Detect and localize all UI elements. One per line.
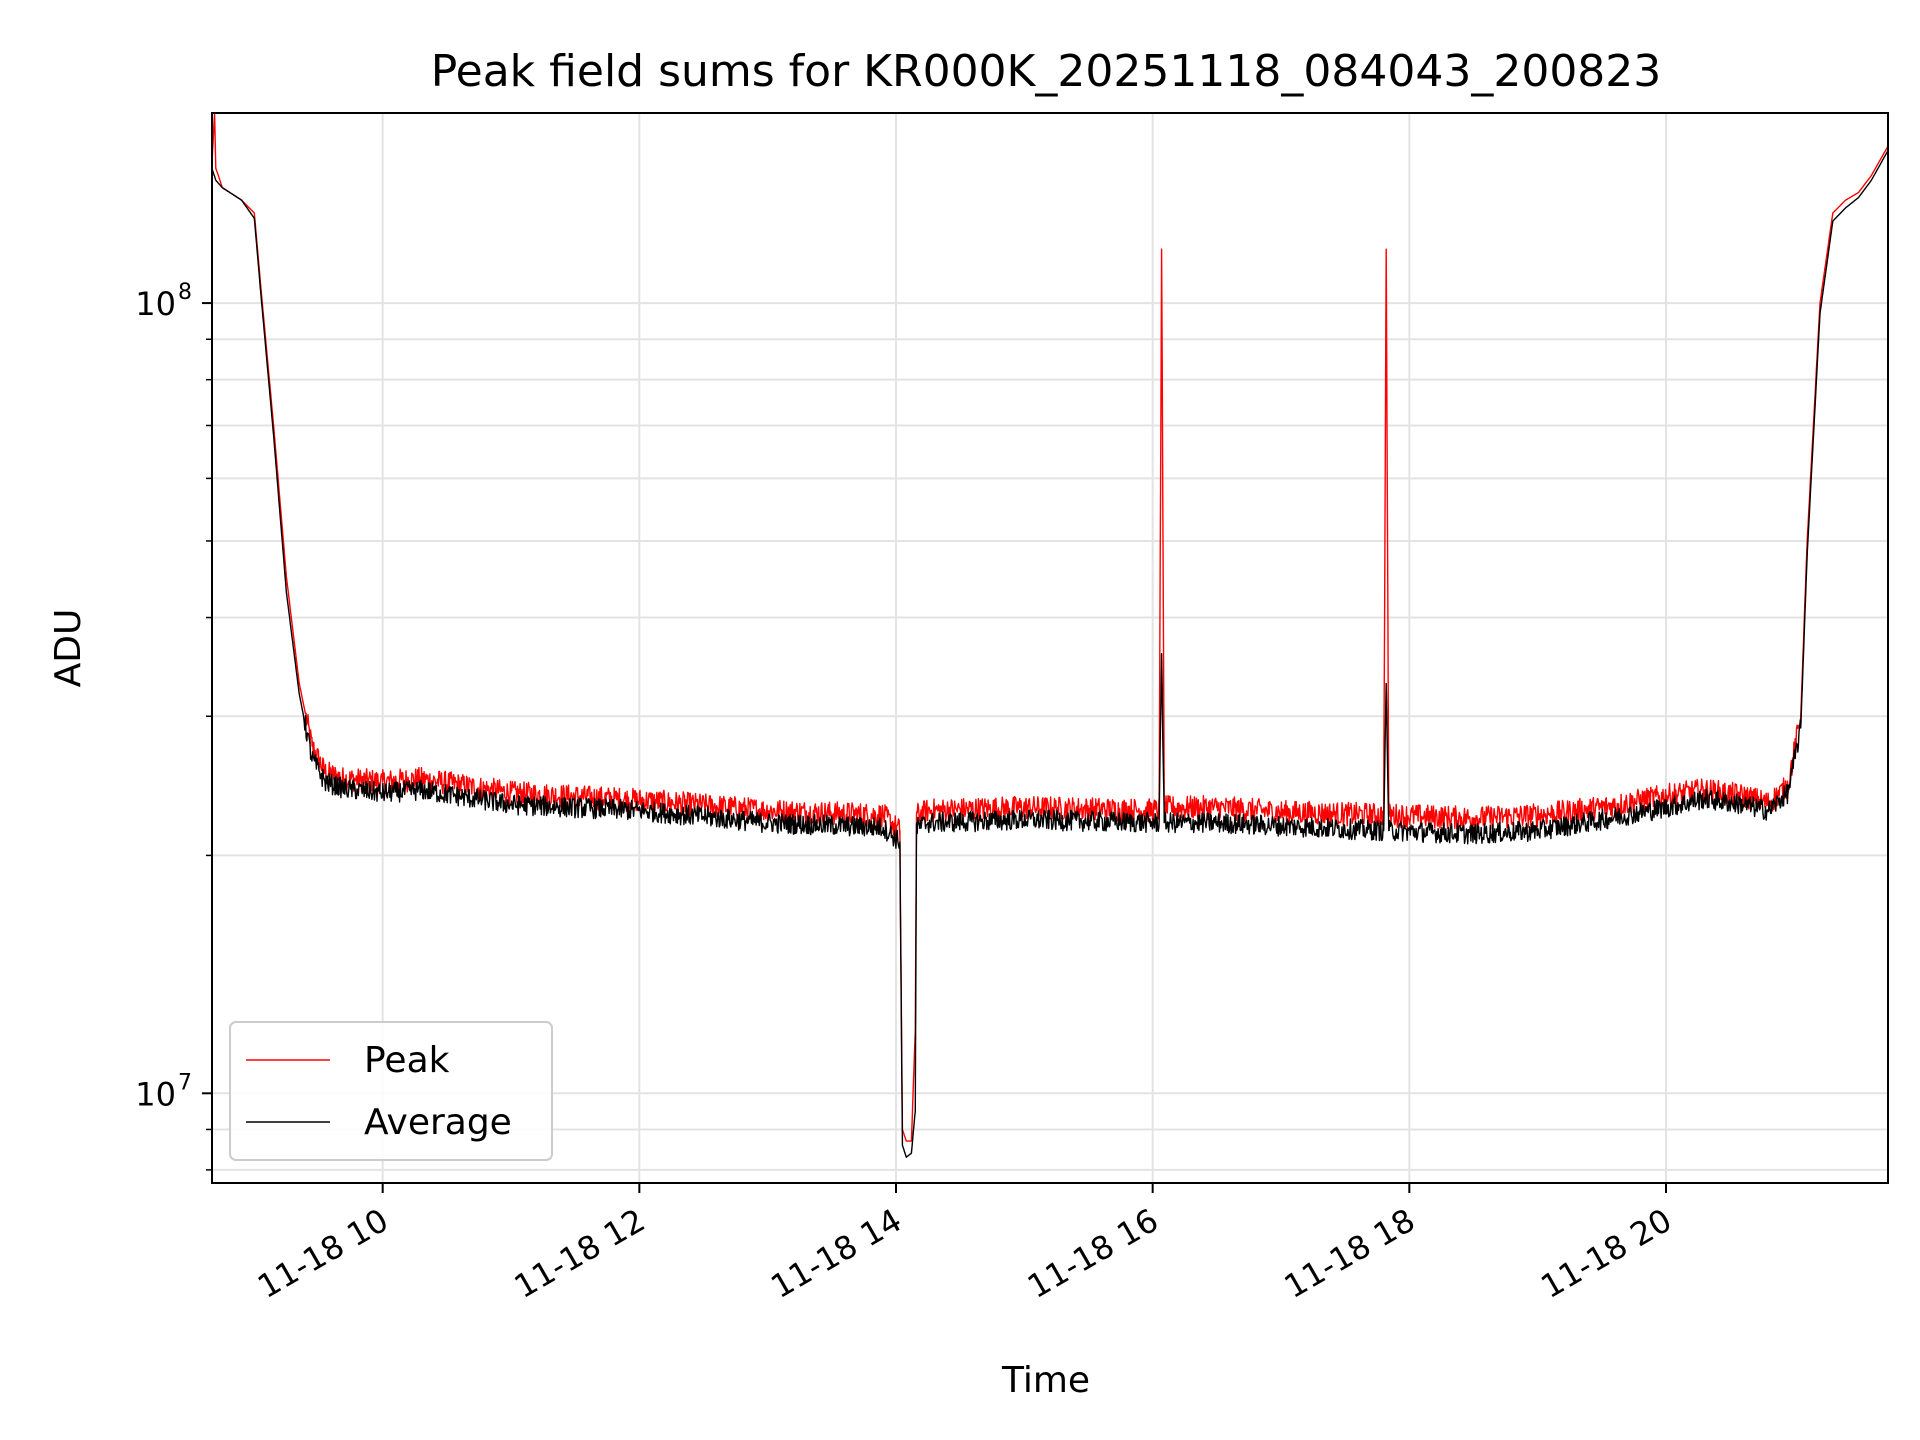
chart-title: Peak field sums for KR000K_20251118_0840… — [431, 46, 1662, 97]
y-tick-label: 10 — [135, 1075, 176, 1113]
series-line-average — [212, 150, 1888, 1158]
y-tick-label: 10 — [135, 285, 176, 323]
legend-label-average: Average — [364, 1102, 512, 1143]
grid — [212, 113, 1888, 1183]
legend-label-peak: Peak — [364, 1040, 450, 1081]
plot-area — [212, 113, 1888, 1183]
legend-box — [229, 1021, 553, 1161]
y-tick-exponent: 8 — [178, 280, 192, 305]
axes-frame — [211, 112, 1889, 1184]
y-tick-exponent: 7 — [178, 1070, 192, 1095]
legend: Peak Average — [229, 1021, 553, 1161]
y-axis-label: ADU — [48, 609, 89, 688]
x-axis-label: Time — [1001, 1360, 1090, 1401]
